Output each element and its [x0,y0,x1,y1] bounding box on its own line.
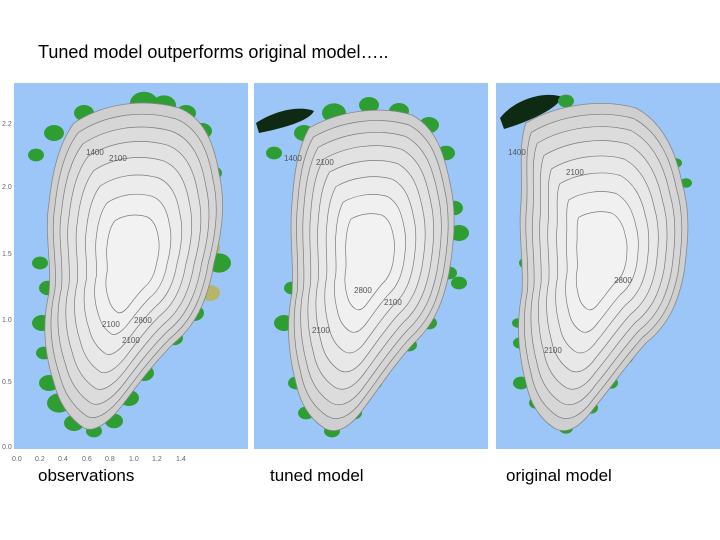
contour-label: 2100 [122,336,140,345]
tuned-model-map: 1400 2100 2800 2100 2100 [256,97,469,438]
y-tick-label: 2.0 [2,184,12,191]
x-tick-label: 1.0 [129,456,139,463]
observations-map: 1400 2100 2800 2100 2100 [28,91,231,438]
vegetation-patch [451,276,467,290]
contour-label: 1400 [508,148,526,157]
elevation-contour [344,213,395,311]
vegetation-patch [28,148,44,162]
y-tick-label: 1.5 [2,251,12,258]
y-tick-label: 2.2 [2,121,12,128]
contour-label: 1400 [284,154,302,163]
x-tick-label: 0.0 [12,456,22,463]
observations-map-panel: 1400 2100 2800 2100 2100 [14,83,248,449]
slide-title: Tuned model outperforms original model….… [38,42,389,62]
y-tick-label: 0.5 [2,379,12,386]
elevation-contour [105,214,160,314]
vegetation-patch [359,97,379,113]
dark-island-shape [500,94,562,129]
caption-observations: observations [38,466,135,485]
contour-label: 2100 [384,298,402,307]
vegetation-patch [32,256,48,270]
y-tick-label: 0.0 [2,444,12,451]
caption-tuned-model: tuned model [270,466,364,485]
x-tick-label: 1.4 [176,456,186,463]
contour-label: 2100 [544,346,562,355]
contour-label: 2800 [614,276,632,285]
y-tick-label: 1.0 [2,317,12,324]
caption-original-model: original model [506,466,612,485]
vegetation-patch [44,125,64,141]
original-model-map-panel: 1400 2100 2800 2100 [496,83,720,449]
contour-label: 1400 [86,148,104,157]
contour-label: 2100 [109,154,127,163]
x-tick-label: 0.4 [58,456,68,463]
tuned-model-map-panel: 1400 2100 2800 2100 2100 [254,83,488,449]
x-tick-label: 1.2 [152,456,162,463]
dark-island-shape [256,108,314,133]
contour-label: 2100 [566,168,584,177]
original-model-map: 1400 2100 2800 2100 [500,94,692,434]
vegetation-patch [266,146,282,160]
contour-label: 2100 [316,158,334,167]
contour-label: 2100 [312,326,330,335]
x-tick-label: 0.6 [82,456,92,463]
x-tick-label: 0.8 [105,456,115,463]
x-tick-label: 0.2 [35,456,45,463]
vegetation-patch [558,94,574,108]
elevation-contour [575,211,628,311]
contour-label: 2100 [102,320,120,329]
contour-label: 2800 [134,316,152,325]
contour-label: 2800 [354,286,372,295]
